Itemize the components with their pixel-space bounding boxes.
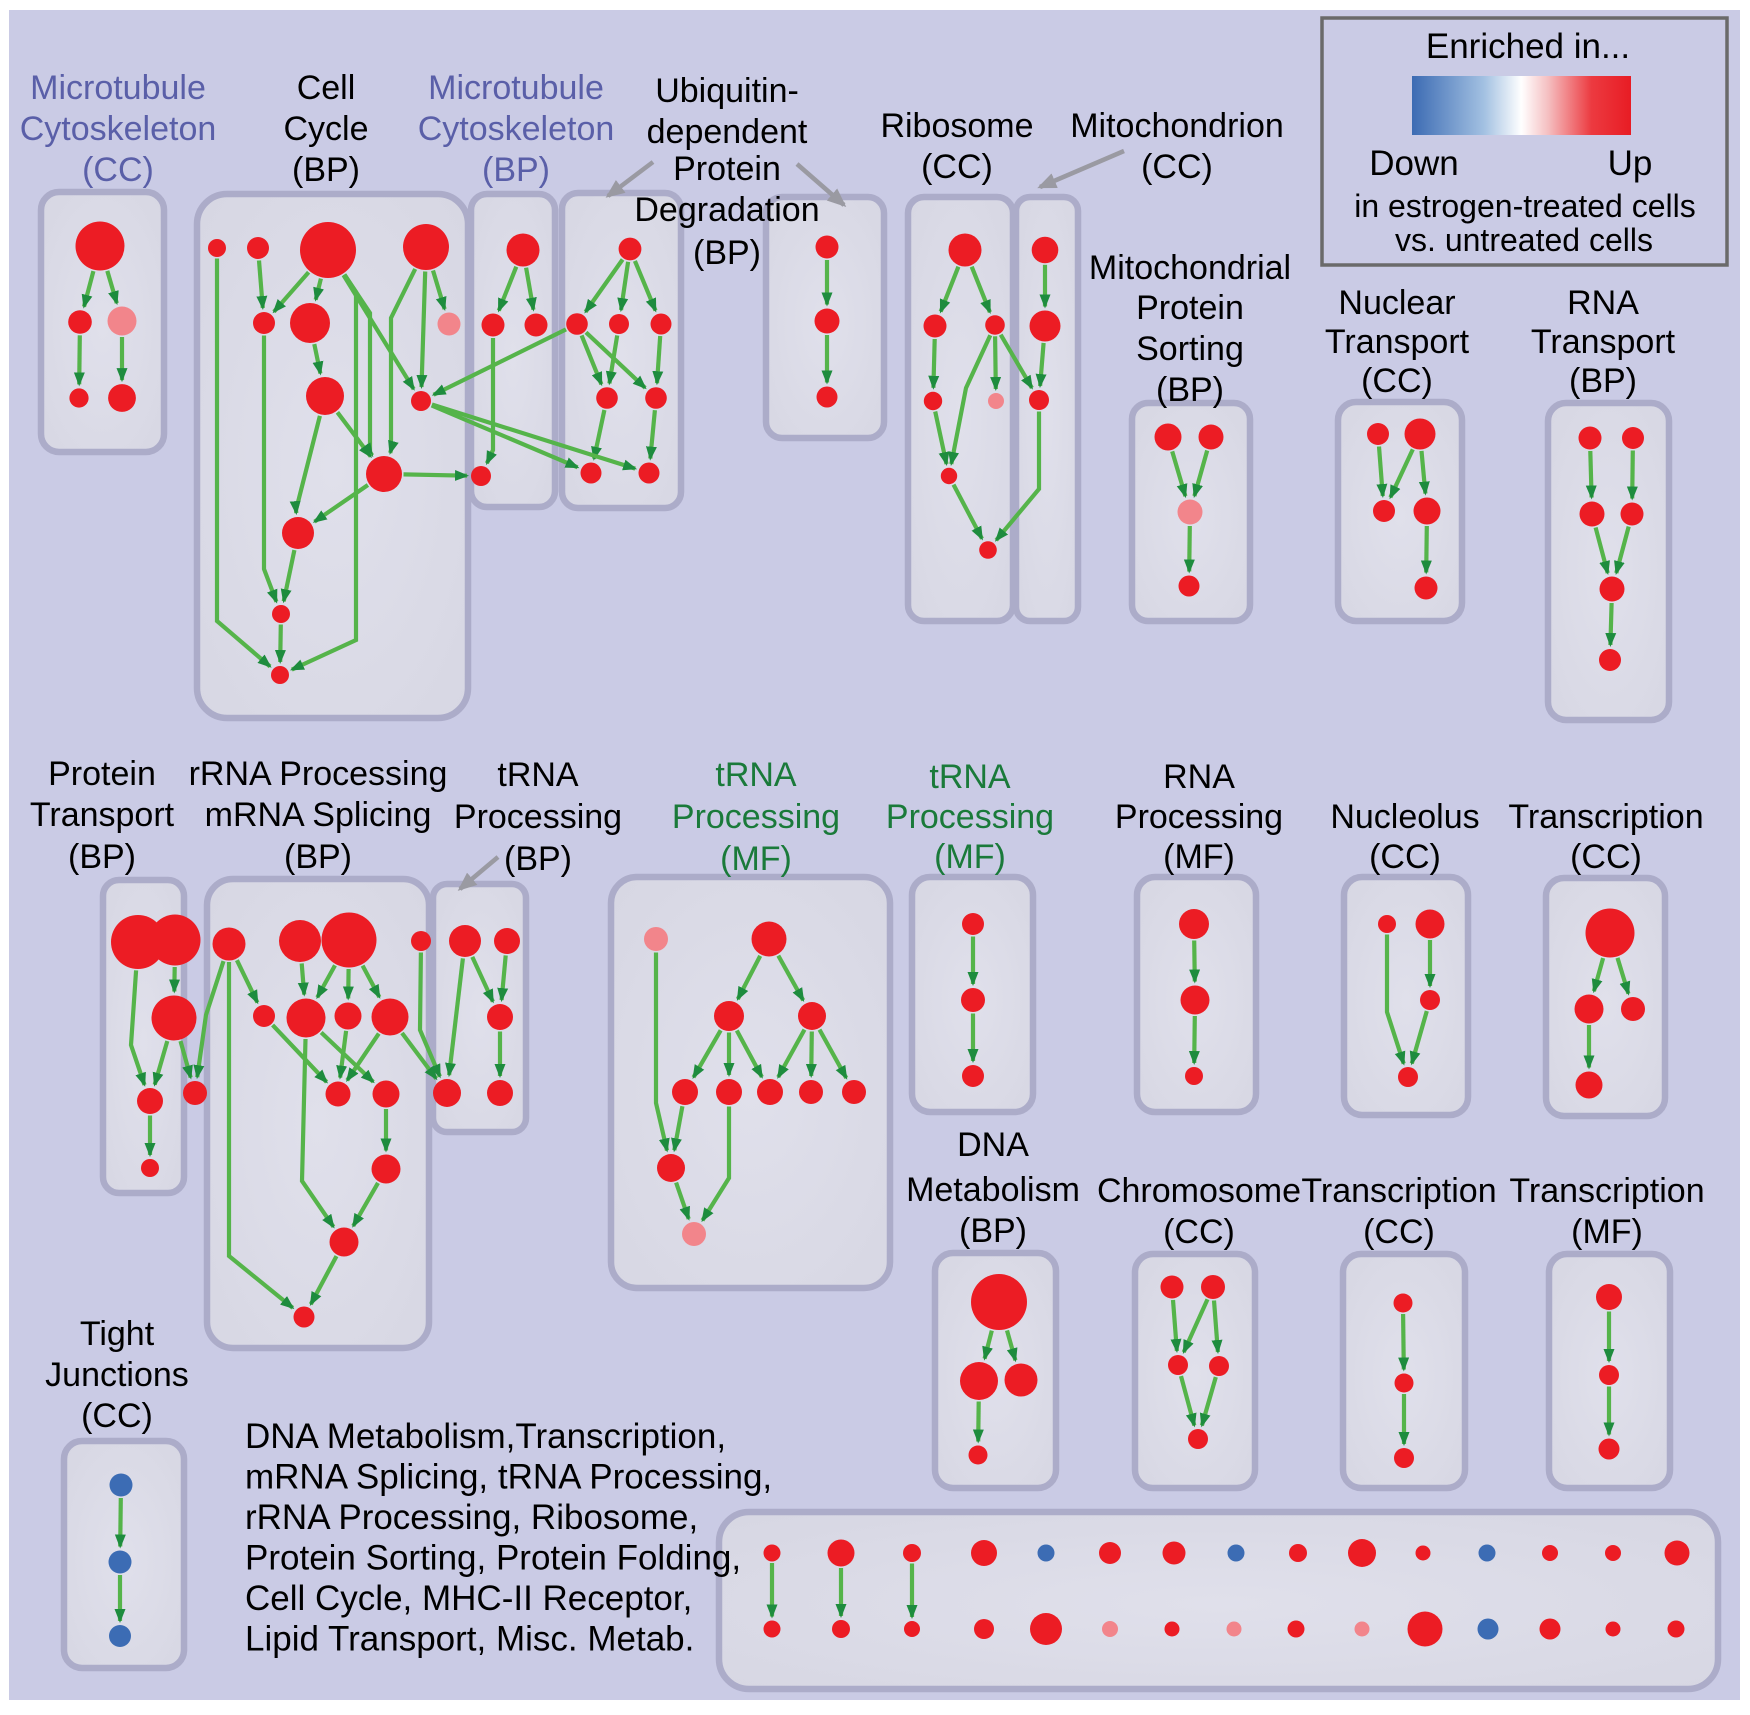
svg-text:(CC): (CC) — [1361, 362, 1433, 400]
svg-text:(BP): (BP) — [68, 838, 136, 876]
svg-text:(MF): (MF) — [1163, 838, 1235, 876]
svg-text:tRNA: tRNA — [497, 756, 579, 794]
svg-text:Chromosome: Chromosome — [1097, 1172, 1301, 1210]
svg-text:tRNA: tRNA — [929, 758, 1011, 796]
svg-text:Cytoskeleton: Cytoskeleton — [20, 110, 217, 148]
svg-text:Junctions: Junctions — [45, 1356, 189, 1394]
svg-text:Degradation: Degradation — [634, 191, 819, 229]
svg-text:(MF): (MF) — [1571, 1213, 1643, 1251]
svg-text:mRNA Splicing: mRNA Splicing — [205, 796, 432, 834]
svg-text:Lipid Transport, Misc. Metab.: Lipid Transport, Misc. Metab. — [245, 1620, 694, 1659]
svg-text:(BP): (BP) — [292, 151, 360, 189]
svg-text:rRNA Processing: rRNA Processing — [189, 755, 448, 793]
svg-text:Transcription: Transcription — [1508, 798, 1703, 836]
svg-text:Processing: Processing — [454, 798, 622, 836]
svg-text:(BP): (BP) — [959, 1212, 1027, 1250]
svg-text:(MF): (MF) — [720, 840, 792, 878]
svg-text:Nucleolus: Nucleolus — [1330, 798, 1479, 836]
svg-text:(BP): (BP) — [482, 151, 550, 189]
svg-text:Microtubule: Microtubule — [30, 69, 206, 107]
svg-text:Cytoskeleton: Cytoskeleton — [418, 110, 615, 148]
svg-text:RNA: RNA — [1163, 758, 1235, 796]
svg-text:(MF): (MF) — [934, 838, 1006, 876]
svg-text:Transport: Transport — [30, 796, 175, 834]
svg-text:Transport: Transport — [1325, 323, 1470, 361]
svg-text:Transport: Transport — [1531, 323, 1676, 361]
svg-text:(BP): (BP) — [284, 838, 352, 876]
svg-text:Protein: Protein — [48, 755, 156, 793]
svg-text:(CC): (CC) — [1141, 148, 1213, 186]
svg-text:Processing: Processing — [1115, 798, 1283, 836]
svg-text:(CC): (CC) — [1163, 1213, 1235, 1251]
svg-text:Up: Up — [1608, 144, 1653, 183]
svg-text:mRNA Splicing, tRNA Processing: mRNA Splicing, tRNA Processing, — [245, 1458, 772, 1497]
svg-text:Nuclear: Nuclear — [1338, 284, 1455, 322]
svg-text:Transcription: Transcription — [1509, 1172, 1704, 1210]
svg-text:tRNA: tRNA — [715, 756, 797, 794]
svg-text:dependent: dependent — [647, 113, 808, 151]
svg-text:Mitochondrion: Mitochondrion — [1070, 107, 1284, 145]
svg-text:Down: Down — [1369, 144, 1458, 183]
svg-text:vs. untreated cells: vs. untreated cells — [1395, 222, 1653, 258]
svg-text:DNA: DNA — [957, 1126, 1029, 1164]
svg-text:Protein: Protein — [673, 150, 781, 188]
svg-text:(BP): (BP) — [693, 234, 761, 272]
svg-text:Cell Cycle, MHC-II Receptor,: Cell Cycle, MHC-II Receptor, — [245, 1579, 692, 1618]
svg-text:Cell: Cell — [297, 69, 356, 107]
svg-text:(CC): (CC) — [1363, 1213, 1435, 1251]
svg-text:Processing: Processing — [672, 798, 840, 836]
svg-text:Sorting: Sorting — [1136, 330, 1244, 368]
svg-text:Metabolism: Metabolism — [906, 1171, 1080, 1209]
svg-text:Microtubule: Microtubule — [428, 69, 604, 107]
svg-text:RNA: RNA — [1567, 284, 1639, 322]
svg-text:Protein Sorting, Protein Foldi: Protein Sorting, Protein Folding, — [245, 1539, 741, 1578]
svg-text:Protein: Protein — [1136, 289, 1244, 327]
svg-text:(CC): (CC) — [1369, 838, 1441, 876]
svg-text:rRNA Processing, Ribosome,: rRNA Processing, Ribosome, — [245, 1498, 698, 1537]
svg-text:Ribosome: Ribosome — [880, 107, 1033, 145]
svg-text:Mitochondrial: Mitochondrial — [1089, 249, 1291, 287]
svg-text:Enriched in...: Enriched in... — [1426, 27, 1630, 66]
svg-text:(BP): (BP) — [1156, 371, 1224, 409]
svg-text:Tight: Tight — [80, 1315, 155, 1353]
svg-text:(CC): (CC) — [81, 1397, 153, 1435]
svg-text:in estrogen-treated cells: in estrogen-treated cells — [1354, 188, 1696, 224]
svg-text:(CC): (CC) — [921, 148, 993, 186]
svg-text:(BP): (BP) — [1569, 362, 1637, 400]
svg-text:(BP): (BP) — [504, 840, 572, 878]
svg-text:Cycle: Cycle — [283, 110, 368, 148]
svg-text:(CC): (CC) — [1570, 838, 1642, 876]
svg-text:Processing: Processing — [886, 798, 1054, 836]
svg-text:Ubiquitin-: Ubiquitin- — [655, 72, 799, 110]
svg-text:Transcription: Transcription — [1301, 1172, 1496, 1210]
svg-text:DNA Metabolism,Transcription,: DNA Metabolism,Transcription, — [245, 1417, 726, 1456]
svg-text:(CC): (CC) — [82, 151, 154, 189]
